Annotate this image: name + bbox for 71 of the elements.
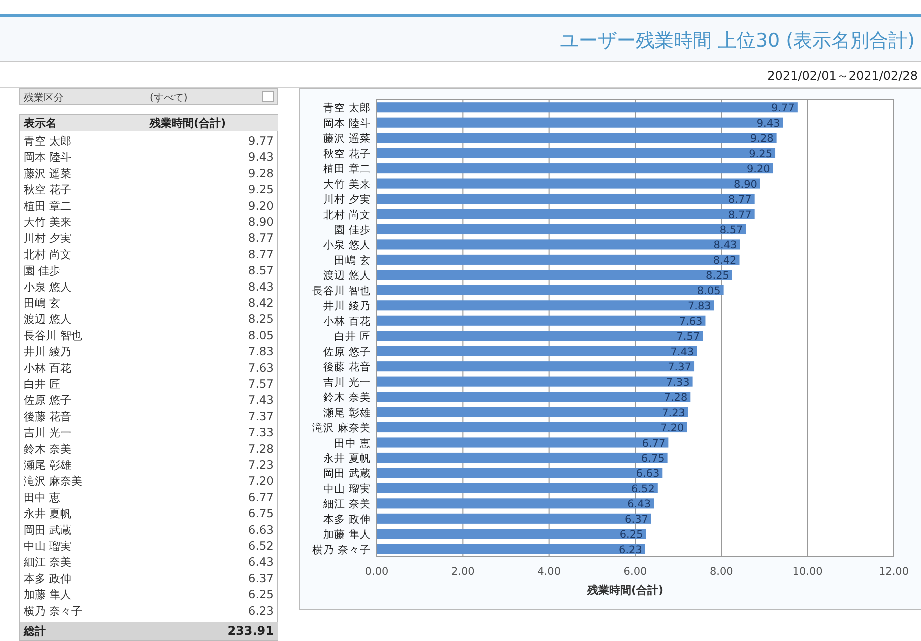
y-tick-label: 藤沢 遥菜 [324, 132, 371, 146]
data-label: 8.77 [728, 209, 752, 222]
data-label: 7.33 [666, 376, 690, 389]
y-tick-label: 北村 尚文 [324, 208, 371, 222]
data-label: 9.25 [749, 148, 773, 160]
y-tick-label: 本多 政伸 [324, 512, 371, 526]
data-label: 9.20 [746, 164, 770, 176]
data-label: 8.05 [697, 285, 721, 298]
y-tick-label: 井川 綾乃 [324, 300, 371, 313]
y-tick-label: 吉川 光一 [324, 376, 371, 389]
data-label: 9.43 [756, 118, 780, 130]
y-tick-label: 加藤 隼人 [324, 528, 371, 542]
data-label: 8.77 [728, 194, 752, 206]
data-label: 8.57 [720, 224, 744, 236]
y-tick-label: 佐原 悠子 [324, 346, 371, 358]
y-tick-label: 田嶋 玄 [334, 254, 371, 267]
data-label: 8.90 [734, 178, 758, 191]
y-tick-label: 白井 匠 [334, 330, 371, 344]
y-tick-label: 長谷川 智也 [312, 284, 371, 298]
data-label: 7.28 [664, 392, 688, 404]
y-tick-label: 川村 夕実 [324, 193, 371, 206]
data-label: 6.43 [628, 498, 652, 511]
y-tick-label: 園 佳歩 [334, 223, 371, 236]
data-label: 9.77 [772, 102, 795, 115]
y-tick-label: 田中 恵 [334, 436, 371, 450]
data-label: 6.25 [620, 529, 644, 542]
y-tick-label: 植田 章二 [324, 162, 371, 176]
data-label: 6.23 [619, 544, 642, 556]
y-tick-label: 岡本 陸斗 [324, 116, 371, 130]
y-tick-label: 青空 太郎 [324, 102, 371, 115]
data-label: 7.63 [679, 316, 703, 328]
data-label: 6.75 [641, 452, 665, 465]
data-label: 6.52 [632, 483, 655, 496]
x-tick-label: 2.00 [451, 566, 475, 578]
y-tick-label: 小泉 悠人 [324, 238, 371, 252]
x-tick-label: 6.00 [624, 566, 648, 578]
y-tick-label: 後藤 花音 [324, 360, 371, 374]
data-label: 7.37 [668, 362, 692, 374]
chart-title: ユーザー残業時間 上位30 (表示名別合計) [560, 30, 915, 52]
x-tick-label: 8.00 [710, 566, 734, 578]
data-label: 9.28 [750, 133, 774, 146]
y-tick-label: 渡辺 悠人 [324, 269, 371, 282]
y-tick-label: 岡田 武蔵 [324, 467, 371, 480]
x-tick-label: 10.00 [792, 566, 823, 578]
data-label: 7.57 [676, 331, 700, 344]
y-tick-label: 中山 瑠実 [324, 482, 371, 496]
data-label: 7.43 [670, 346, 694, 358]
table: 残業区分 (すべて) 表示名 残業時間(合計) 青空 太郎 9.77 岡本 陸斗 9.43 藤沢 遥菜 9.28 秋空 花子 9.25 植田 章二 9.20 大竹 美来 8.90 川村 夕実 8.77 北村 尚文 8.77 園 佳歩 8.57 小泉 悠人 8.43 田嶋 玄 8.42 渡辺 悠人 8.25 長谷川 智也 8.05 井川 綾乃 7.83 小林 百花 7.63 白井 匠 7.57 佐原 悠子 7.43 後藤 花音 7.37 吉川 光一 7.33 鈴木 奈美 7.28 瀬尾 彰雄 7.23 滝沢 麻奈美 7.20 田中 恵 6.77 永井 夏帆 6.75 岡田 武蔵 6.63 中山 瑠実 6.52 細江 奈美 6.43 本多 政伸 6.37 加藤 隼人 6.25 横乃 奈々子 6.23 総計 233.91 [20, 88, 278, 641]
y-tick-label: 秋空 花子 [324, 147, 371, 160]
data-label: 8.43 [714, 240, 738, 252]
data-label: 6.37 [625, 514, 648, 526]
x-tick-label: 12.00 [878, 566, 910, 578]
y-tick-label: 横乃 奈々子 [312, 543, 371, 556]
x-tick-label: 4.00 [538, 566, 562, 578]
x-tick-label: 0.00 [365, 566, 389, 578]
y-tick-label: 小林 百花 [324, 314, 371, 328]
data-label: 8.42 [713, 254, 737, 267]
data-label: 6.63 [636, 468, 660, 480]
data-label: 8.25 [706, 270, 730, 282]
y-tick-label: 滝沢 麻奈美 [312, 422, 371, 435]
y-tick-label: 大竹 美来 [324, 178, 371, 191]
data-label: 7.83 [688, 300, 712, 313]
y-tick-label: 細江 奈美 [322, 498, 371, 511]
data-label: 7.23 [662, 407, 686, 420]
x-axis-title: 残業時間(合計) [586, 584, 664, 597]
chart-subtitle: 2021/02/01～2021/02/28 [768, 69, 918, 83]
y-tick-label: 鈴木 奈美 [324, 391, 371, 404]
data-label: 7.20 [660, 422, 684, 435]
data-label: 6.77 [642, 438, 666, 450]
y-tick-label: 永井 夏帆 [324, 452, 371, 465]
y-tick-label: 瀬尾 彰雄 [324, 406, 371, 420]
